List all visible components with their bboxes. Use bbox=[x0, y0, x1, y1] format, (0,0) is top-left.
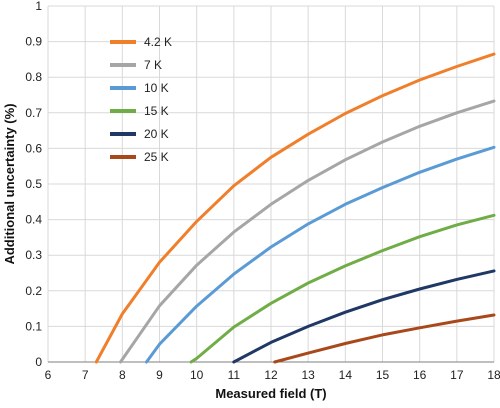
legend-label: 25 K bbox=[144, 150, 169, 164]
x-tick-label: 12 bbox=[264, 368, 278, 382]
x-tick-label: 11 bbox=[228, 368, 241, 382]
legend-label: 4.2 K bbox=[144, 35, 172, 49]
y-tick-label: 0.6 bbox=[25, 141, 42, 155]
legend: 4.2 K 7 K 10 K 15 K 20 K 25 K bbox=[110, 35, 172, 164]
x-tick-label: 10 bbox=[190, 368, 204, 382]
y-tick-label: 1 bbox=[35, 0, 42, 13]
y-tick-label: 0.4 bbox=[25, 213, 42, 227]
x-tick-label: 7 bbox=[82, 368, 89, 382]
series-line-7-k bbox=[119, 99, 496, 364]
y-tick-label: 0.5 bbox=[25, 177, 42, 191]
legend-label: 20 K bbox=[144, 127, 169, 141]
x-tick-label: 6 bbox=[45, 368, 52, 382]
x-tick-label: 14 bbox=[339, 368, 353, 382]
series-line-20-k bbox=[232, 269, 496, 364]
series-lines bbox=[94, 52, 496, 364]
y-tick-label: 0.1 bbox=[25, 319, 42, 333]
x-tick-label: 13 bbox=[301, 368, 315, 382]
series-line-10-k bbox=[145, 145, 496, 364]
series-line-25-k bbox=[273, 313, 496, 364]
x-tick-label: 9 bbox=[156, 368, 163, 382]
y-tick-label: 0.9 bbox=[25, 35, 42, 49]
legend-label: 10 K bbox=[144, 81, 169, 95]
x-tick-label: 8 bbox=[119, 368, 126, 382]
legend-label: 15 K bbox=[144, 104, 169, 118]
x-tick-label: 18 bbox=[487, 368, 500, 382]
y-tick-label: 0 bbox=[35, 355, 42, 369]
y-tick-label: 0.7 bbox=[25, 106, 42, 120]
y-tick-label: 0.2 bbox=[25, 284, 42, 298]
y-axis-title: Additional uncertainty (%) bbox=[2, 103, 17, 264]
x-tick-label: 16 bbox=[413, 368, 427, 382]
series-line-15-k bbox=[189, 213, 496, 364]
x-axis-title: Measured field (T) bbox=[215, 386, 326, 401]
tick-labels: 6 7 8 9 10 11 12 13 14 15 16 17 18 0 0.1 0.2 0.3 0.4 0.5 0.… bbox=[25, 0, 500, 382]
y-tick-label: 0.8 bbox=[25, 70, 42, 84]
y-tick-label: 0.3 bbox=[25, 248, 42, 262]
x-tick-label: 17 bbox=[450, 368, 464, 382]
x-tick-label: 15 bbox=[376, 368, 390, 382]
series-line-4-2-k bbox=[94, 52, 496, 364]
legend-label: 7 K bbox=[144, 58, 162, 72]
